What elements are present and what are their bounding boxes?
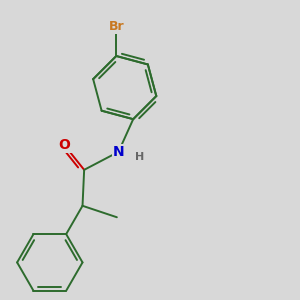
Text: N: N bbox=[113, 145, 124, 159]
Text: H: H bbox=[135, 152, 144, 162]
Text: O: O bbox=[58, 138, 70, 152]
Text: Br: Br bbox=[109, 20, 124, 33]
